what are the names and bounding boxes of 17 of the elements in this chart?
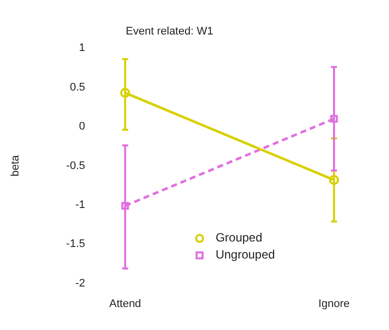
point — [329, 174, 339, 185]
x-tick-label: Ignore — [318, 298, 350, 310]
y-tick-label: 0 — [79, 120, 86, 133]
y-tick-label: -1 — [75, 199, 86, 212]
legend-label: Ungrouped — [216, 248, 275, 262]
y-tick-label: -1.5 — [66, 238, 86, 250]
y-tick-label: 0.5 — [70, 81, 86, 94]
y-tick-label: -2 — [75, 277, 86, 290]
point — [330, 114, 338, 123]
chart-title: Event related: W1 — [126, 26, 214, 38]
legend-label: Grouped — [216, 230, 262, 245]
y-tick-label: 1 — [79, 42, 86, 54]
point — [121, 202, 129, 210]
point — [120, 88, 130, 98]
y-axis-title: beta — [10, 154, 22, 177]
x-tick-label: Attend — [109, 298, 142, 310]
y-tick-label: -0.5 — [66, 160, 86, 172]
